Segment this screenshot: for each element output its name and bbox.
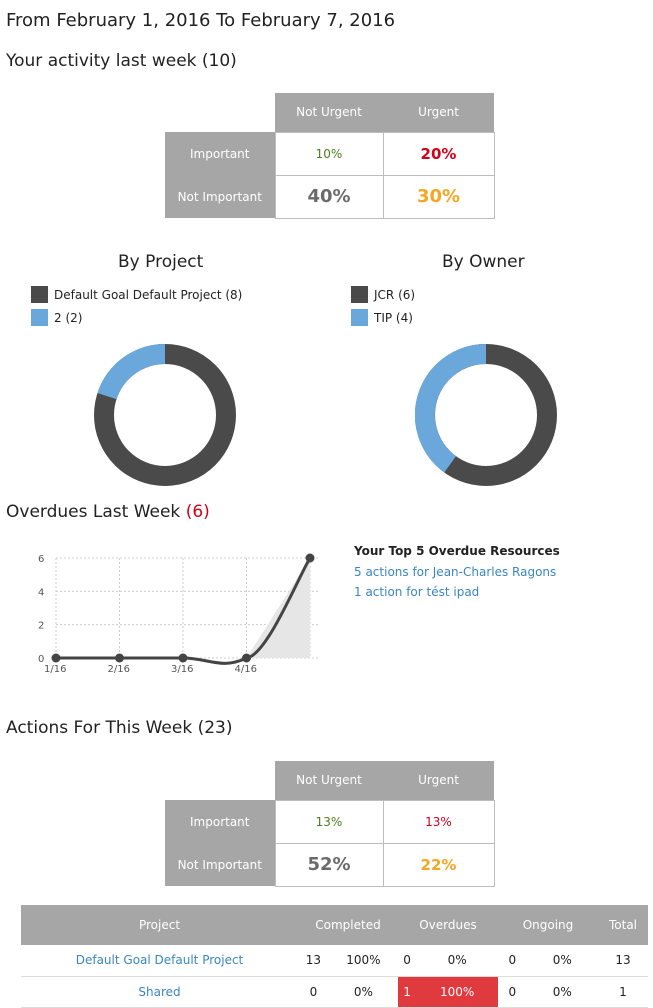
ongoing-count: 0 xyxy=(498,945,527,977)
row-important: Important xyxy=(165,800,275,843)
project-legend-item[interactable]: 2 (2) xyxy=(31,309,82,326)
row-not-important: Not Important xyxy=(165,843,275,886)
imp-not-urgent-value: 13% xyxy=(274,799,384,844)
col-not-urgent: Not Urgent xyxy=(275,93,383,132)
data-point xyxy=(115,653,124,663)
x-tick-label: 1/16 xyxy=(44,664,66,675)
x-tick-label: 2/16 xyxy=(108,664,130,675)
y-tick-label: 0 xyxy=(38,654,44,665)
by-project-title: By Project xyxy=(118,252,204,272)
notimp-not-urgent-value: 40% xyxy=(274,174,384,219)
total-count: 13 xyxy=(598,945,648,977)
notimp-not-urgent-value: 52% xyxy=(274,842,384,887)
overdue-line-chart: 0 2 4 6 1/16 2/16 3/16 4/16 xyxy=(38,553,320,675)
overdue-resource-link[interactable]: 1 action for tést ipad xyxy=(354,585,480,599)
donut-slice-2[interactable] xyxy=(97,344,166,400)
col-header-total: Total xyxy=(598,905,648,945)
table-row: Default Goal Default Project 13 100% 0 0… xyxy=(21,945,648,977)
completed-count: 13 xyxy=(298,945,329,977)
owner-legend-item[interactable]: TIP (4) xyxy=(351,309,413,326)
imp-urgent-value: 20% xyxy=(382,131,495,176)
ongoing-pct: 0% xyxy=(526,945,598,977)
project-link[interactable]: Default Goal Default Project xyxy=(21,945,298,977)
y-tick-label: 4 xyxy=(38,587,44,598)
owner-legend-item[interactable]: JCR (6) xyxy=(351,286,415,303)
overdues-title: Overdues Last Week (6) xyxy=(6,502,210,522)
col-urgent: Urgent xyxy=(383,761,494,800)
completed-count: 0 xyxy=(298,976,329,1008)
legend-label: JCR (6) xyxy=(374,287,416,302)
col-urgent: Urgent xyxy=(383,93,494,132)
overdues-title-text: Overdues Last Week xyxy=(6,502,181,522)
row-not-important: Not Important xyxy=(165,175,275,218)
overdue-resource-link[interactable]: 5 actions for Jean-Charles Ragons xyxy=(354,565,557,579)
data-point xyxy=(178,653,188,663)
x-tick-label: 3/16 xyxy=(171,664,193,675)
col-header-overdues: Overdues xyxy=(398,905,498,945)
overdues-count: 1 xyxy=(398,976,417,1008)
y-tick-label: 6 xyxy=(38,554,44,565)
col-header-project: Project xyxy=(21,905,298,945)
actions-matrix: Not Urgent Urgent Important 13% 13% Not … xyxy=(165,761,495,887)
imp-not-urgent-value: 10% xyxy=(274,131,384,176)
notimp-urgent-value: 22% xyxy=(382,842,495,887)
ongoing-pct: 0% xyxy=(526,976,598,1008)
area-fill xyxy=(246,558,310,658)
donut-slice-tip[interactable] xyxy=(415,344,487,473)
legend-swatch xyxy=(31,286,48,303)
col-header-ongoing: Ongoing xyxy=(498,905,598,945)
imp-urgent-value: 13% xyxy=(382,799,495,844)
activity-title: Your activity last week (10) xyxy=(6,51,237,71)
data-point xyxy=(51,653,61,663)
legend-swatch xyxy=(351,309,368,326)
period-title: From February 1, 2016 To February 7, 201… xyxy=(6,10,396,31)
row-important: Important xyxy=(165,132,275,175)
data-point xyxy=(305,553,315,563)
x-tick-label: 4/16 xyxy=(235,664,257,675)
data-point xyxy=(242,653,251,663)
project-donut-chart xyxy=(94,344,236,486)
top-overdue-title: Your Top 5 Overdue Resources xyxy=(354,544,560,558)
legend-swatch xyxy=(351,286,368,303)
y-tick-label: 2 xyxy=(38,621,44,632)
legend-label: TIP (4) xyxy=(374,310,413,325)
ongoing-count: 0 xyxy=(498,976,527,1008)
col-not-urgent: Not Urgent xyxy=(275,761,383,800)
overdues-pct: 0% xyxy=(416,945,498,977)
col-header-completed: Completed xyxy=(298,905,398,945)
actions-title: Actions For This Week (23) xyxy=(6,718,233,738)
overdues-count: (6) xyxy=(185,502,210,522)
completed-pct: 0% xyxy=(328,976,398,1008)
table-row: Shared 0 0% 1 100% 0 0% 1 xyxy=(21,976,648,1008)
activity-matrix: Not Urgent Urgent Important 10% 20% Not … xyxy=(165,93,495,219)
project-link[interactable]: Shared xyxy=(21,976,298,1008)
legend-label: 2 (2) xyxy=(54,310,83,325)
completed-pct: 100% xyxy=(328,945,398,977)
overdues-count: 0 xyxy=(398,945,417,977)
notimp-urgent-value: 30% xyxy=(382,174,495,219)
project-legend-item[interactable]: Default Goal Default Project (8) xyxy=(31,286,242,303)
project-table: Project Completed Overdues Ongoing Total… xyxy=(21,905,648,1008)
by-owner-title: By Owner xyxy=(442,252,525,272)
overdues-pct: 100% xyxy=(416,976,498,1008)
legend-swatch xyxy=(31,309,48,326)
legend-label: Default Goal Default Project (8) xyxy=(54,287,243,302)
owner-donut-chart xyxy=(415,344,557,486)
total-count: 1 xyxy=(598,976,648,1008)
